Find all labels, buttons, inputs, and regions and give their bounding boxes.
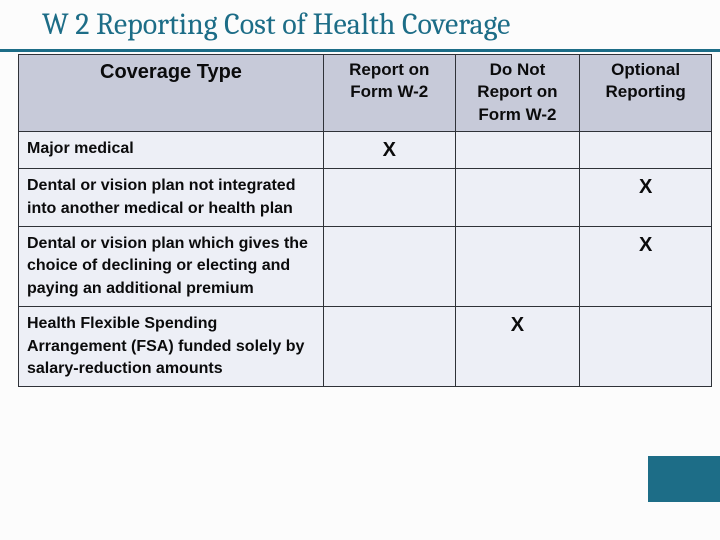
col-coverage-type: Coverage Type [19, 54, 324, 132]
cell-mark [455, 169, 580, 227]
cell-mark: X [323, 132, 455, 169]
title-area: W 2 Reporting Cost of Health Coverage [0, 0, 720, 52]
cell-mark [455, 227, 580, 307]
cell-mark [455, 132, 580, 169]
table-row: Major medical X [19, 132, 712, 169]
coverage-table: Coverage Type Report on Form W-2 Do Not … [18, 54, 712, 388]
col-optional: Optional Reporting [580, 54, 712, 132]
row-label: Dental or vision plan which gives the ch… [19, 227, 324, 307]
cell-mark [580, 307, 712, 387]
row-label: Dental or vision plan not integrated int… [19, 169, 324, 227]
cell-mark [580, 132, 712, 169]
cell-mark: X [580, 169, 712, 227]
slide: { "title": "W 2 Reporting Cost of Health… [0, 0, 720, 540]
row-label: Major medical [19, 132, 324, 169]
table-row: Dental or vision plan not integrated int… [19, 169, 712, 227]
col-report-w2: Report on Form W-2 [323, 54, 455, 132]
cell-mark [323, 227, 455, 307]
col-do-not-report: Do Not Report on Form W-2 [455, 54, 580, 132]
cell-mark: X [580, 227, 712, 307]
accent-bar [648, 456, 720, 502]
table-container: Coverage Type Report on Form W-2 Do Not … [0, 52, 720, 388]
table-row: Health Flexible Spending Arrangement (FS… [19, 307, 712, 387]
row-label: Health Flexible Spending Arrangement (FS… [19, 307, 324, 387]
page-title: W 2 Reporting Cost of Health Coverage [42, 8, 678, 43]
table-row: Dental or vision plan which gives the ch… [19, 227, 712, 307]
cell-mark: X [455, 307, 580, 387]
cell-mark [323, 169, 455, 227]
cell-mark [323, 307, 455, 387]
table-header-row: Coverage Type Report on Form W-2 Do Not … [19, 54, 712, 132]
